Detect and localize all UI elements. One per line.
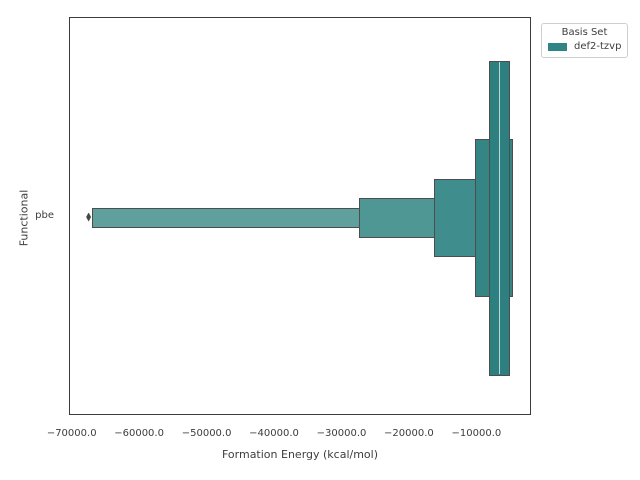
legend-title: Basis Set <box>561 27 608 38</box>
median-line <box>498 61 501 375</box>
outlier-diamond-marker <box>86 212 92 222</box>
x-tick-label: −30000.0 <box>316 428 367 439</box>
y-tick-label-pbe: pbe <box>35 210 54 221</box>
x-tick-label: −40000.0 <box>249 428 299 439</box>
y-axis-label: Functional <box>17 189 31 247</box>
x-tick-label: −60000.0 <box>114 428 164 439</box>
legend-swatch-def2-tzvp <box>548 43 567 51</box>
x-tick-label: −10000.0 <box>451 428 502 439</box>
legend-entry: def2-tzvp <box>547 41 622 53</box>
x-axis-label: Formation Energy (kcal/mol) <box>221 448 379 461</box>
x-tick-label: −70000.0 <box>46 428 97 439</box>
x-tick-label: −50000.0 <box>181 428 232 439</box>
x-tick-label: −20000.0 <box>384 428 434 439</box>
legend-entry-label: def2-tzvp <box>574 41 622 52</box>
legend: Basis Set def2-tzvp <box>541 23 628 58</box>
